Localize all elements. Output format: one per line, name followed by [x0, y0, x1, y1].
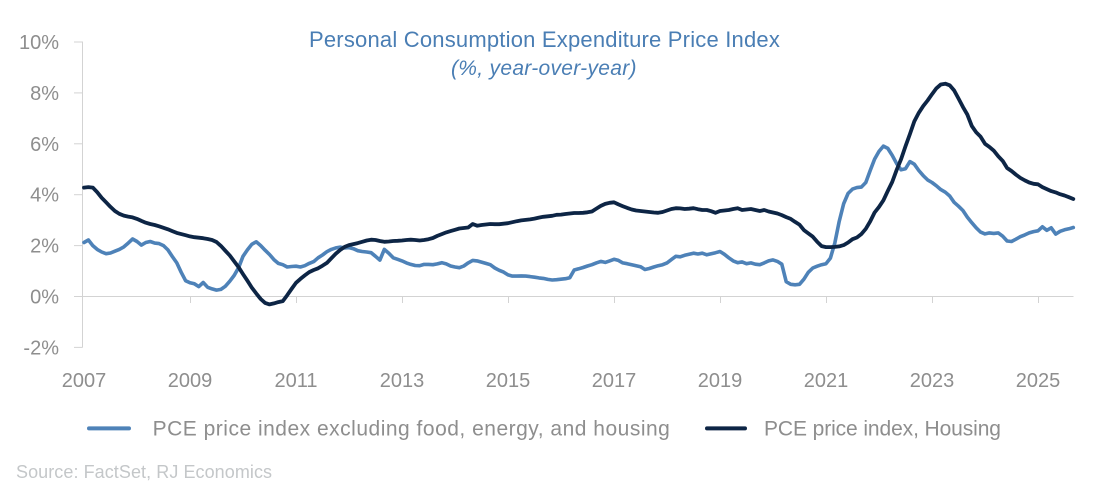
svg-text:2025: 2025: [1016, 370, 1061, 392]
svg-text:Source: FactSet, RJ Economics: Source: FactSet, RJ Economics: [16, 462, 272, 482]
svg-text:6%: 6%: [30, 134, 59, 156]
svg-text:2017: 2017: [592, 370, 637, 392]
svg-text:4%: 4%: [30, 185, 59, 207]
svg-text:2015: 2015: [486, 370, 531, 392]
svg-text:2007: 2007: [62, 370, 107, 392]
svg-text:0%: 0%: [30, 287, 59, 309]
svg-text:8%: 8%: [30, 83, 59, 105]
svg-text:-2%: -2%: [23, 337, 59, 359]
svg-text:2019: 2019: [698, 370, 743, 392]
svg-text:PCE price index, Housing: PCE price index, Housing: [764, 418, 1001, 441]
svg-text:Personal Consumption Expenditu: Personal Consumption Expenditure Price I…: [309, 27, 780, 52]
svg-text:2023: 2023: [910, 370, 955, 392]
svg-text:2009: 2009: [168, 370, 213, 392]
svg-text:PCE price index excluding food: PCE price index excluding food, energy, …: [153, 418, 671, 441]
svg-text:2%: 2%: [30, 236, 59, 258]
svg-text:(%, year-over-year): (%, year-over-year): [451, 57, 637, 80]
svg-text:10%: 10%: [19, 32, 59, 54]
svg-text:2013: 2013: [380, 370, 425, 392]
svg-text:2021: 2021: [804, 370, 849, 392]
svg-text:2011: 2011: [274, 370, 317, 392]
